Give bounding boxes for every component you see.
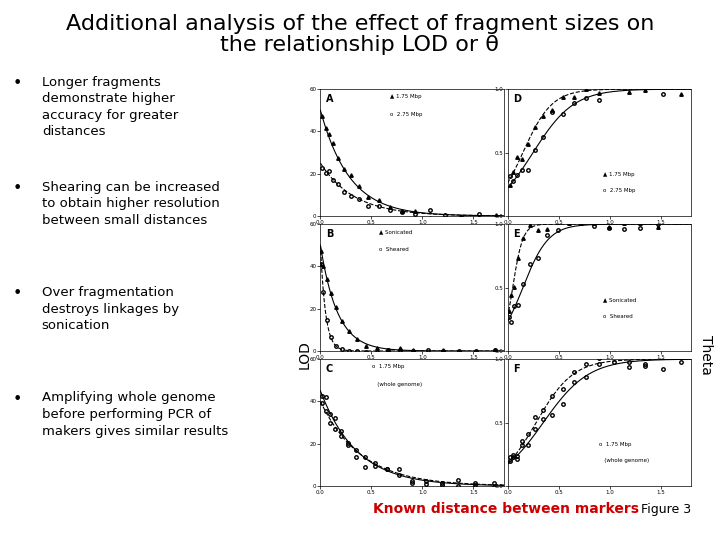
Text: Additional analysis of the effect of fragment sizes on: Additional analysis of the effect of fra…	[66, 14, 654, 33]
Text: ▲ 1.75 Mbp: ▲ 1.75 Mbp	[603, 172, 635, 177]
Text: Longer fragments
demonstrate higher
accuracy for greater
distances: Longer fragments demonstrate higher accu…	[42, 76, 178, 138]
Text: o  2.75 Mbp: o 2.75 Mbp	[390, 112, 423, 117]
Text: o  2.75 Mbp: o 2.75 Mbp	[603, 188, 636, 193]
Text: the relationship LOD or θ: the relationship LOD or θ	[220, 35, 500, 55]
Text: Known distance between markers: Known distance between markers	[373, 502, 639, 516]
Text: Shearing can be increased
to obtain higher resolution
between small distances: Shearing can be increased to obtain high…	[42, 181, 220, 227]
Text: •: •	[13, 286, 22, 301]
Text: C: C	[326, 364, 333, 374]
Text: ▲ 1.75 Mbp: ▲ 1.75 Mbp	[390, 94, 422, 99]
Text: A: A	[326, 94, 333, 104]
Text: E: E	[513, 229, 520, 239]
Text: Theta: Theta	[698, 335, 713, 375]
Text: o  1.75 Mbp: o 1.75 Mbp	[372, 364, 405, 369]
Text: ▲ Sonicated: ▲ Sonicated	[603, 298, 636, 303]
Text: o  Sheared: o Sheared	[603, 314, 633, 319]
Text: (whole genome): (whole genome)	[372, 382, 422, 387]
Text: D: D	[513, 94, 521, 104]
Text: (whole genome): (whole genome)	[599, 458, 649, 463]
Text: Amplifying whole genome
before performing PCR of
makers gives similar results: Amplifying whole genome before performin…	[42, 392, 228, 437]
Text: B: B	[326, 229, 333, 239]
Text: Figure 3: Figure 3	[641, 503, 691, 516]
Text: o  1.75 Mbp: o 1.75 Mbp	[599, 442, 632, 447]
Text: •: •	[13, 181, 22, 196]
Text: F: F	[513, 364, 520, 374]
Text: Over fragmentation
destroys linkages by
sonication: Over fragmentation destroys linkages by …	[42, 286, 179, 332]
Text: LOD: LOD	[297, 341, 312, 369]
Text: •: •	[13, 392, 22, 407]
Text: •: •	[13, 76, 22, 91]
Text: ▲ Sonicated: ▲ Sonicated	[379, 229, 413, 234]
Text: o  Sheared: o Sheared	[379, 247, 409, 252]
